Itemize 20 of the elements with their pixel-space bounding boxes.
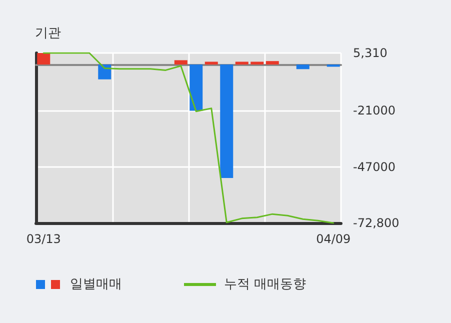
x-tick-label: 04/09 xyxy=(316,232,351,246)
bar xyxy=(98,64,112,80)
bar xyxy=(235,62,248,65)
y-tick-label: -72,800 xyxy=(353,216,400,230)
x-tick-label: 03/13 xyxy=(26,232,61,246)
chart-title: 기관 xyxy=(35,26,61,41)
bar xyxy=(266,61,279,65)
line-series xyxy=(42,52,334,224)
y-tick-label: -47000 xyxy=(353,160,396,174)
y-tick-label: -21000 xyxy=(353,103,396,118)
bar xyxy=(220,64,234,178)
bar xyxy=(296,64,310,70)
bar xyxy=(190,64,203,111)
legend-label: 누적 매매동향 xyxy=(224,277,306,292)
bar xyxy=(37,53,50,65)
legend-label: 일별매매 xyxy=(70,277,122,292)
bar xyxy=(250,62,264,65)
bar xyxy=(174,60,188,65)
bar xyxy=(204,62,218,65)
y-tick-label: 5,310 xyxy=(353,46,388,60)
